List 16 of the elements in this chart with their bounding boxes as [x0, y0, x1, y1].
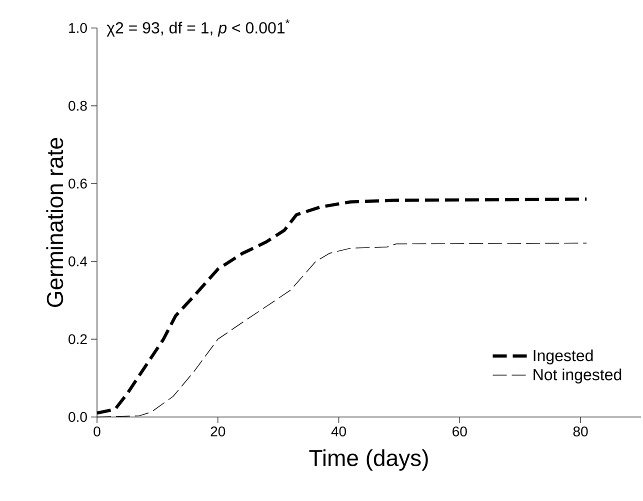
legend-label: Ingested — [534, 349, 593, 364]
y-tick-label: 1.0 — [69, 23, 87, 33]
y-tick-label: 0.0 — [68, 412, 87, 422]
y-tick-label: 0.2 — [68, 334, 87, 344]
annotation: χ2 = 93, df = 1, p < 0.001$^{*}$ — [106, 19, 290, 37]
legend-label: Not ingested — [534, 368, 622, 384]
y-tick-label: 0.6 — [68, 178, 87, 189]
x-tick-label: 0 — [94, 426, 100, 436]
x-tick-label: 60 — [452, 426, 467, 436]
y-tick-label: 0.4 — [68, 256, 88, 266]
x-tick-label: 20 — [210, 426, 226, 436]
x-tick-label: 80 — [573, 426, 588, 436]
x-tick-label: 40 — [331, 426, 346, 436]
y-axis-title: Germination rate — [46, 138, 64, 307]
y-tick-label: 0.8 — [68, 100, 87, 111]
x-axis-title: Time (days) — [309, 449, 428, 471]
